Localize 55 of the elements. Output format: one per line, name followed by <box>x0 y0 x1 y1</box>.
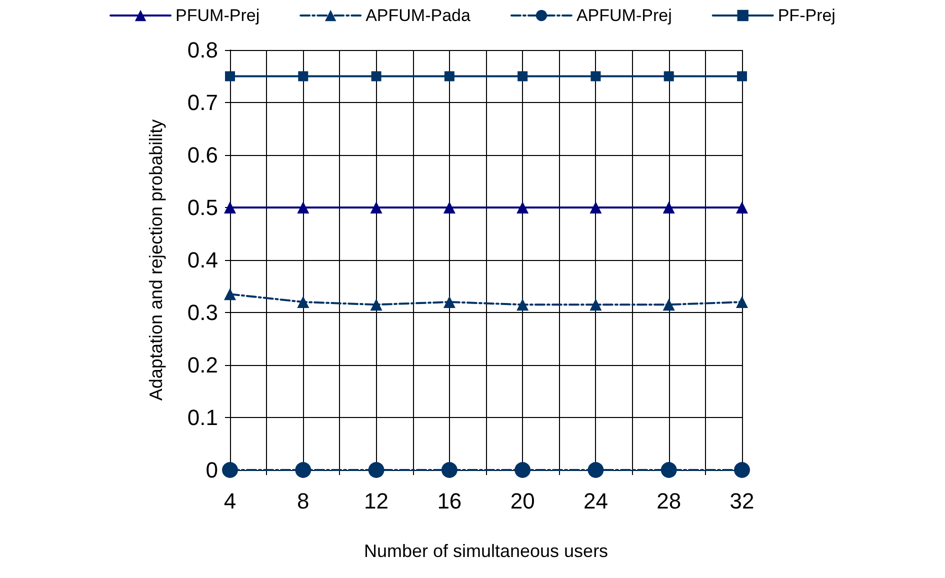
point <box>588 462 604 478</box>
point <box>441 462 458 478</box>
y-tick-label: 0.7 <box>187 90 218 115</box>
point <box>590 202 602 214</box>
y-tick-label: 0.5 <box>187 195 218 220</box>
point <box>662 202 675 214</box>
point <box>443 202 456 214</box>
y-tick-label: 0.8 <box>187 38 218 62</box>
x-axis-title: Number of simultaneous users <box>364 541 608 561</box>
x-tick-label: 12 <box>364 488 389 514</box>
point <box>664 71 674 82</box>
point <box>660 462 677 478</box>
point <box>444 71 454 82</box>
y-tick-label: 0.1 <box>187 405 218 430</box>
point <box>297 296 310 308</box>
x-tick-label: 16 <box>437 488 462 514</box>
legend-label: APFUM-Pada <box>366 6 471 25</box>
point <box>370 202 382 214</box>
x-tick-label: 28 <box>656 488 682 514</box>
point <box>736 296 748 308</box>
point <box>518 71 528 82</box>
point <box>368 462 384 478</box>
point <box>295 462 312 478</box>
y-tick-label: 0 <box>206 458 218 482</box>
point <box>590 71 601 82</box>
point <box>590 298 602 311</box>
point <box>224 202 236 214</box>
legend-label: APFUM-Prej <box>576 6 672 25</box>
point <box>371 71 382 82</box>
x-tick-label: 4 <box>224 488 236 514</box>
point <box>370 298 382 311</box>
point <box>297 202 310 214</box>
point <box>443 296 456 308</box>
y-tick-label: 0.2 <box>187 352 218 378</box>
x-tick-label: 32 <box>730 488 754 514</box>
y-tick-label: 0.4 <box>187 248 218 272</box>
point <box>516 202 529 214</box>
legend-label: PF-Prej <box>778 6 836 25</box>
point <box>737 71 747 82</box>
point <box>662 298 675 311</box>
point <box>516 298 529 311</box>
x-tick-label: 20 <box>510 488 535 514</box>
point <box>298 71 308 82</box>
point <box>225 71 235 82</box>
x-tick-label: 24 <box>583 488 608 514</box>
x-tick-label: 8 <box>297 488 310 514</box>
point <box>514 462 531 478</box>
legend-label: PFUM-Prej <box>176 6 260 25</box>
point <box>222 462 238 478</box>
point <box>224 288 236 300</box>
y-axis-title: Adaptation and rejection probability <box>146 119 166 401</box>
y-tick-label: 0.6 <box>187 142 218 168</box>
y-tick-label: 0.3 <box>187 300 218 325</box>
point <box>734 462 750 478</box>
point <box>736 202 748 214</box>
